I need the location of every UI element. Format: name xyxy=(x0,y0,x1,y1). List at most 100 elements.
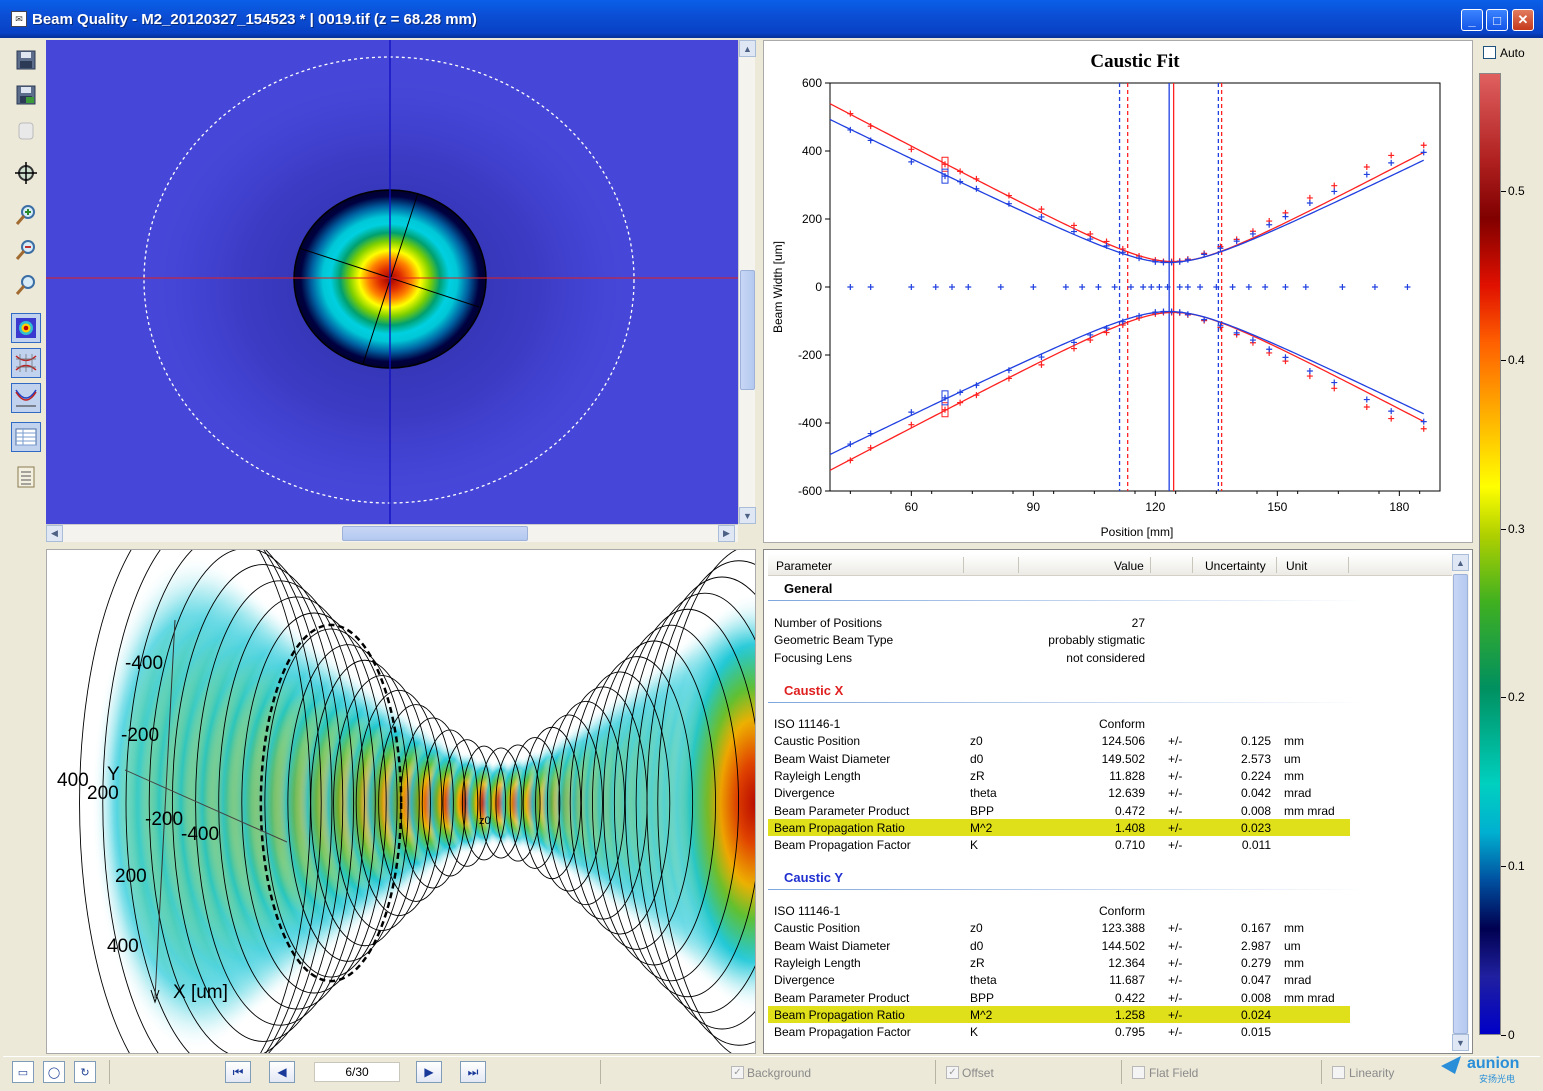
table-row[interactable]: Divergence theta 11.687 +/- 0.047 mrad xyxy=(768,971,1350,988)
zoom-out-icon[interactable] xyxy=(11,235,41,265)
zoom-in-icon[interactable] xyxy=(11,200,41,230)
linearity-checkbox[interactable] xyxy=(1332,1066,1345,1079)
auto-checkbox[interactable] xyxy=(1483,46,1496,59)
table-row[interactable]: Number of Positions 27 xyxy=(768,614,1350,631)
results-vertical-scrollbar[interactable]: ▲ ▼ xyxy=(1452,554,1469,1051)
axis-tick-label: 200 xyxy=(87,783,119,804)
save-as-icon[interactable] xyxy=(11,80,41,110)
plus-minus: +/- xyxy=(1168,786,1183,801)
beam-profile-view[interactable] xyxy=(46,40,738,524)
table-row[interactable]: Beam Waist Diameter d0 149.502 +/- 2.573 um xyxy=(768,750,1350,767)
plus-minus: +/- xyxy=(1168,1025,1183,1040)
results-table[interactable]: Parameter Value Uncertainty Unit General… xyxy=(763,549,1473,1054)
scroll-thumb[interactable] xyxy=(342,526,528,541)
scroll-right-arrow-icon[interactable]: ▶ xyxy=(718,525,735,542)
maximize-button[interactable]: □ xyxy=(1486,9,1508,31)
flat-field-checkbox[interactable] xyxy=(1132,1066,1145,1079)
slice-outline xyxy=(546,700,626,906)
frame-indicator[interactable]: 6/30 xyxy=(314,1062,400,1082)
zoom-fit-icon[interactable] xyxy=(11,270,41,300)
data-point xyxy=(1420,425,1427,432)
close-button[interactable]: ✕ xyxy=(1512,9,1534,31)
param-name: ISO 11146-1 xyxy=(774,717,841,731)
table-row[interactable]: Rayleigh Length zR 12.364 +/- 0.279 mm xyxy=(768,954,1350,971)
scroll-up-arrow-icon[interactable]: ▲ xyxy=(739,40,756,57)
previous-frame-button[interactable]: ◀ xyxy=(269,1061,295,1083)
data-point xyxy=(1388,159,1395,166)
param-uncertainty: 0.042 xyxy=(1240,786,1271,801)
header-parameter[interactable]: Parameter xyxy=(776,559,833,573)
ellipse-roi-icon[interactable]: ◯ xyxy=(43,1061,65,1083)
centroid-point xyxy=(1184,284,1191,290)
data-point xyxy=(1388,408,1395,415)
beam-profile-view-icon[interactable] xyxy=(11,313,41,343)
crosshair-icon[interactable] xyxy=(11,158,41,188)
table-row[interactable]: Caustic Position z0 124.506 +/- 0.125 mm xyxy=(768,732,1350,749)
centroid-point xyxy=(997,284,1004,290)
refresh-icon[interactable]: ↻ xyxy=(74,1061,96,1083)
table-row[interactable]: Caustic Position z0 123.388 +/- 0.167 mm xyxy=(768,919,1350,936)
data-point xyxy=(957,399,964,406)
profile-vertical-scrollbar[interactable]: ▲ ▼ xyxy=(738,40,756,524)
table-row[interactable]: ISO 11146-1 Conform xyxy=(768,715,1350,732)
param-symbol: zR xyxy=(970,768,985,783)
next-frame-button[interactable]: ▶ xyxy=(416,1061,442,1083)
data-point xyxy=(1217,245,1224,252)
header-value[interactable]: Value xyxy=(1114,559,1144,573)
header-uncertainty[interactable]: Uncertainty xyxy=(1205,559,1266,573)
table-row[interactable]: Rayleigh Length zR 11.828 +/- 0.224 mm xyxy=(768,767,1350,784)
scroll-up-arrow-icon[interactable]: ▲ xyxy=(1452,554,1469,571)
data-point xyxy=(908,421,915,428)
save-icon[interactable] xyxy=(11,45,41,75)
x-axis-line xyxy=(154,619,176,999)
table-row[interactable]: Beam Propagation Factor K 0.710 +/- 0.011 xyxy=(768,836,1350,853)
caustic-3d-view[interactable]: -400 -200 400 200 -200 -400 200 400 Y X … xyxy=(46,549,756,1054)
scroll-down-arrow-icon[interactable]: ▼ xyxy=(1452,1034,1469,1051)
data-point xyxy=(908,146,915,153)
background-checkbox[interactable]: ✓ xyxy=(731,1066,744,1079)
header-unit[interactable]: Unit xyxy=(1286,559,1308,573)
minimize-button[interactable]: _ xyxy=(1461,9,1483,31)
param-symbol: BPP xyxy=(970,990,995,1005)
slice-outline xyxy=(442,739,492,867)
axis-tick-label: -200 xyxy=(145,809,183,830)
last-frame-button[interactable]: ⏭ xyxy=(460,1061,486,1083)
data-point xyxy=(1152,309,1159,316)
scroll-thumb[interactable] xyxy=(1453,574,1468,1034)
profile-horizontal-scrollbar[interactable]: ◀ ▶ xyxy=(46,524,738,542)
param-value: 0.422 xyxy=(1114,990,1145,1005)
table-row[interactable]: Focusing Lens not considered xyxy=(768,649,1350,666)
centroid-point xyxy=(1079,284,1086,290)
table-row[interactable]: ISO 11146-1 Conform xyxy=(768,902,1350,919)
centroid-point xyxy=(1164,284,1171,290)
param-name: Beam Propagation Factor xyxy=(774,838,911,853)
report-icon[interactable] xyxy=(11,462,41,492)
table-row[interactable]: Beam Propagation Factor K 0.795 +/- 0.015 xyxy=(768,1023,1350,1040)
data-point xyxy=(1249,230,1256,237)
caustic-3d-view-icon[interactable] xyxy=(11,348,41,378)
table-row[interactable]: Beam Waist Diameter d0 144.502 +/- 2.987 um xyxy=(768,937,1350,954)
crosshair-icon xyxy=(15,162,37,184)
offset-checkbox[interactable]: ✓ xyxy=(946,1066,959,1079)
param-uncertainty: 0.015 xyxy=(1240,1025,1271,1040)
caustic-fit-panel[interactable]: Caustic Fit 60 90 120 150 180 -600 -400 -200 0 20… xyxy=(763,40,1473,543)
clear-icon xyxy=(18,122,34,140)
param-uncertainty: 0.224 xyxy=(1240,768,1271,783)
table-row[interactable]: Divergence theta 12.639 +/- 0.042 mrad xyxy=(768,784,1350,801)
table-row[interactable]: Geometric Beam Type probably stigmatic xyxy=(768,631,1350,648)
scroll-down-arrow-icon[interactable]: ▼ xyxy=(739,507,756,524)
param-name: Number of Positions xyxy=(774,616,883,630)
caustic-fit-chart[interactable]: Caustic Fit 60 90 120 150 180 -600 -400 -200 0 20… xyxy=(764,41,1472,542)
data-point xyxy=(942,161,949,168)
scroll-thumb[interactable] xyxy=(740,270,755,390)
rectangle-roi-icon[interactable]: ▭ xyxy=(12,1061,34,1083)
table-row[interactable]: Beam Parameter Product BPP 0.472 +/- 0.008 mm… xyxy=(768,802,1350,819)
table-row[interactable]: Beam Parameter Product BPP 0.422 +/- 0.008 mm… xyxy=(768,989,1350,1006)
table-row[interactable]: Beam Propagation Ratio M^2 1.258 +/- 0.024 xyxy=(768,1005,1350,1023)
table-view-icon[interactable] xyxy=(11,422,41,452)
table-row[interactable]: Beam Propagation Ratio M^2 1.408 +/- 0.023 xyxy=(768,818,1350,836)
clear-icon[interactable] xyxy=(11,115,41,145)
caustic-fit-view-icon[interactable] xyxy=(11,383,41,413)
scroll-left-arrow-icon[interactable]: ◀ xyxy=(46,525,63,542)
first-frame-button[interactable]: ⏮ xyxy=(225,1061,251,1083)
